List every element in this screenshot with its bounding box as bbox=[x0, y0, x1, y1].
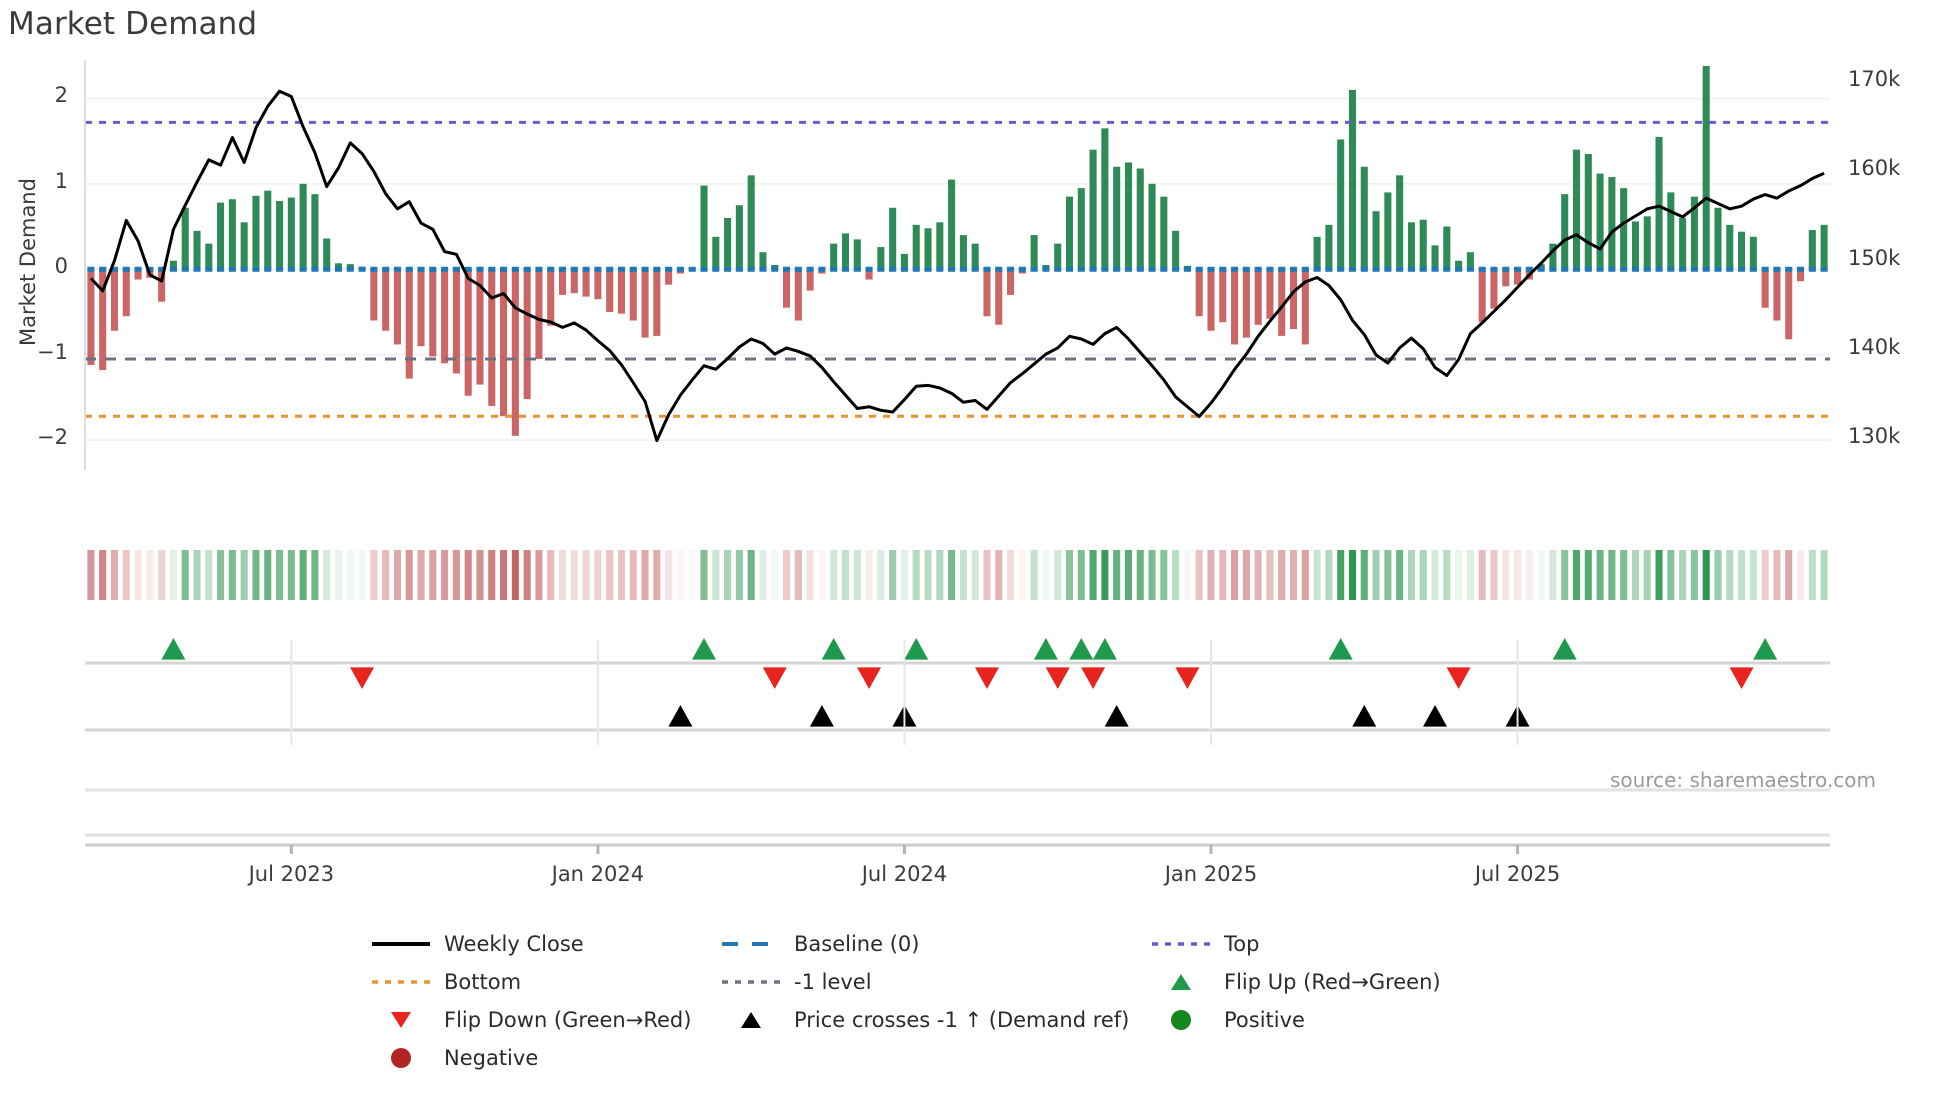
y-axis-right-tick: 150k bbox=[1848, 245, 1901, 270]
legend-flip-up[interactable]: Flip Up (Red→Green) bbox=[1150, 963, 1790, 1001]
y-axis-right-tick: 170k bbox=[1848, 67, 1901, 92]
legend-label: Baseline (0) bbox=[794, 932, 920, 956]
y-axis-right-tick: 130k bbox=[1848, 423, 1901, 448]
legend-marker bbox=[370, 933, 432, 955]
legend-positive[interactable]: Positive bbox=[1150, 1001, 1790, 1039]
dotted-line-icon bbox=[372, 980, 430, 984]
axis-lines bbox=[84, 60, 1830, 854]
legend-bottom[interactable]: Bottom bbox=[370, 963, 720, 1001]
x-axis-tick: Jul 2023 bbox=[248, 862, 335, 886]
x-axis-tick: Jan 2024 bbox=[551, 862, 645, 886]
y-axis-right-tick: 140k bbox=[1848, 334, 1901, 359]
reference-lines bbox=[85, 120, 1830, 418]
dotted-line-icon bbox=[1152, 942, 1210, 946]
legend-weekly-close[interactable]: Weekly Close bbox=[370, 925, 720, 963]
legend-negative[interactable]: Negative bbox=[370, 1039, 720, 1077]
legend-marker bbox=[370, 1009, 432, 1031]
legend-label: Negative bbox=[444, 1046, 539, 1070]
legend-price-cross[interactable]: Price crosses -1 ↑ (Demand ref) bbox=[720, 1001, 1150, 1039]
legend-top[interactable]: Top bbox=[1150, 925, 1790, 963]
legend-label: Weekly Close bbox=[444, 932, 584, 956]
source-attribution: source: sharemaestro.com bbox=[1610, 768, 1876, 792]
y-axis-right-tick: 160k bbox=[1848, 156, 1901, 181]
legend-marker bbox=[370, 1047, 432, 1069]
legend-baseline[interactable]: Baseline (0) bbox=[720, 925, 1150, 963]
legend-flip-down[interactable]: Flip Down (Green→Red) bbox=[370, 1001, 720, 1039]
legend-marker bbox=[1150, 1009, 1212, 1031]
chart-legend: Weekly Close Baseline (0) Top Bottom -1 leve… bbox=[370, 925, 1790, 1077]
y-axis-left-tick: 1 bbox=[54, 168, 68, 193]
x-axis-tick: Jul 2024 bbox=[861, 862, 948, 886]
solid-line-icon bbox=[372, 942, 430, 946]
demand-bars bbox=[87, 65, 1828, 436]
dot-icon bbox=[391, 1048, 411, 1068]
triangle-down-icon bbox=[391, 1012, 411, 1028]
legend-marker bbox=[370, 971, 432, 993]
x-axis-tick: Jul 2025 bbox=[1474, 862, 1561, 886]
dashed-line-icon bbox=[722, 942, 780, 946]
legend-label: -1 level bbox=[794, 970, 872, 994]
legend-marker bbox=[1150, 971, 1212, 993]
legend-label: Flip Down (Green→Red) bbox=[444, 1008, 692, 1032]
legend-label: Positive bbox=[1224, 1008, 1305, 1032]
legend-label: Top bbox=[1224, 932, 1260, 956]
dotted-line-icon bbox=[722, 980, 780, 984]
legend-marker bbox=[720, 971, 782, 993]
legend-marker bbox=[720, 933, 782, 955]
dot-icon bbox=[1171, 1010, 1191, 1030]
y-axis-left-tick: 0 bbox=[54, 254, 68, 279]
legend-label: Bottom bbox=[444, 970, 522, 994]
legend-marker bbox=[1150, 933, 1212, 955]
triangle-up-icon bbox=[1171, 974, 1191, 990]
baseline-segments bbox=[87, 266, 1828, 272]
signal-markers bbox=[85, 638, 1830, 837]
page-title: Market Demand bbox=[8, 6, 258, 42]
weekly-close-line bbox=[89, 89, 1825, 443]
y-axis-left-tick: 2 bbox=[54, 83, 68, 108]
y-axis-left-tick: −2 bbox=[37, 425, 68, 450]
demand-intensity-strip bbox=[87, 550, 1828, 600]
legend-label: Price crosses -1 ↑ (Demand ref) bbox=[794, 1008, 1130, 1032]
triangle-up-icon bbox=[741, 1012, 761, 1028]
legend-minus-one[interactable]: -1 level bbox=[720, 963, 1150, 1001]
x-axis-tick: Jan 2025 bbox=[1164, 862, 1258, 886]
legend-label: Flip Up (Red→Green) bbox=[1224, 970, 1441, 994]
y-axis-left-tick: −1 bbox=[37, 339, 68, 364]
legend-marker bbox=[720, 1009, 782, 1031]
